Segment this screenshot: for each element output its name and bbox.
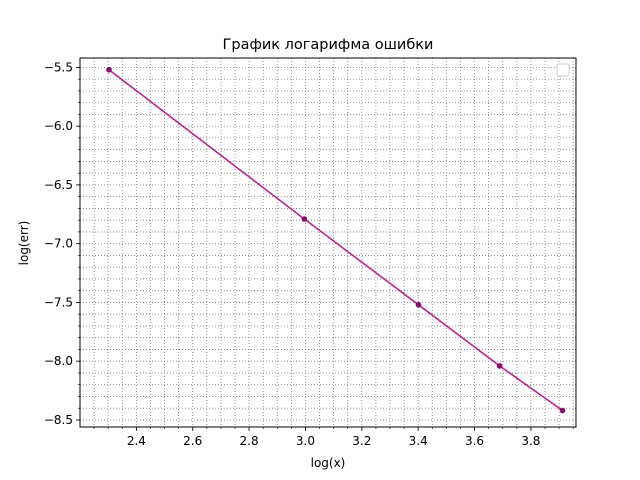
- y-axis-label: log(err): [17, 221, 31, 266]
- series-layer: [106, 66, 566, 414]
- data-point: [559, 407, 566, 414]
- y-axis-ticks: −8.5 −8.0 −7.5 −7.0 −6.5 −6.0 −5.5: [44, 60, 80, 427]
- data-point: [496, 363, 503, 369]
- x-tick-label: 2.4: [127, 434, 146, 448]
- y-tick-label: −5.5: [44, 60, 73, 74]
- x-tick-label: 3.8: [521, 434, 540, 448]
- data-point: [301, 216, 308, 222]
- x-tick-label: 3.4: [409, 434, 428, 448]
- grid-lines: [80, 58, 576, 427]
- legend-box: [556, 63, 570, 77]
- x-tick-label: 2.8: [240, 434, 259, 448]
- y-tick-label: −8.5: [44, 413, 73, 427]
- x-tick-label: 2.6: [183, 434, 202, 448]
- x-axis-ticks: 2.4 2.6 2.8 3.0 3.2 3.4 3.6 3.8: [93, 427, 574, 448]
- series-line: [108, 69, 563, 412]
- data-point: [415, 301, 422, 308]
- y-tick-label: −7.5: [44, 295, 73, 309]
- chart-title: График логарифма ошибки: [223, 37, 434, 53]
- x-tick-label: 3.6: [465, 434, 484, 448]
- plot-frame: [79, 57, 577, 428]
- y-tick-label: −7.0: [44, 237, 73, 251]
- y-tick-label: −6.0: [44, 119, 73, 133]
- x-axis-label: log(x): [311, 456, 346, 470]
- y-tick-label: −6.5: [44, 178, 73, 192]
- data-point: [106, 66, 112, 73]
- x-tick-label: 3.2: [352, 434, 371, 448]
- x-tick-label: 3.0: [296, 434, 315, 448]
- y-tick-label: −8.0: [44, 354, 73, 368]
